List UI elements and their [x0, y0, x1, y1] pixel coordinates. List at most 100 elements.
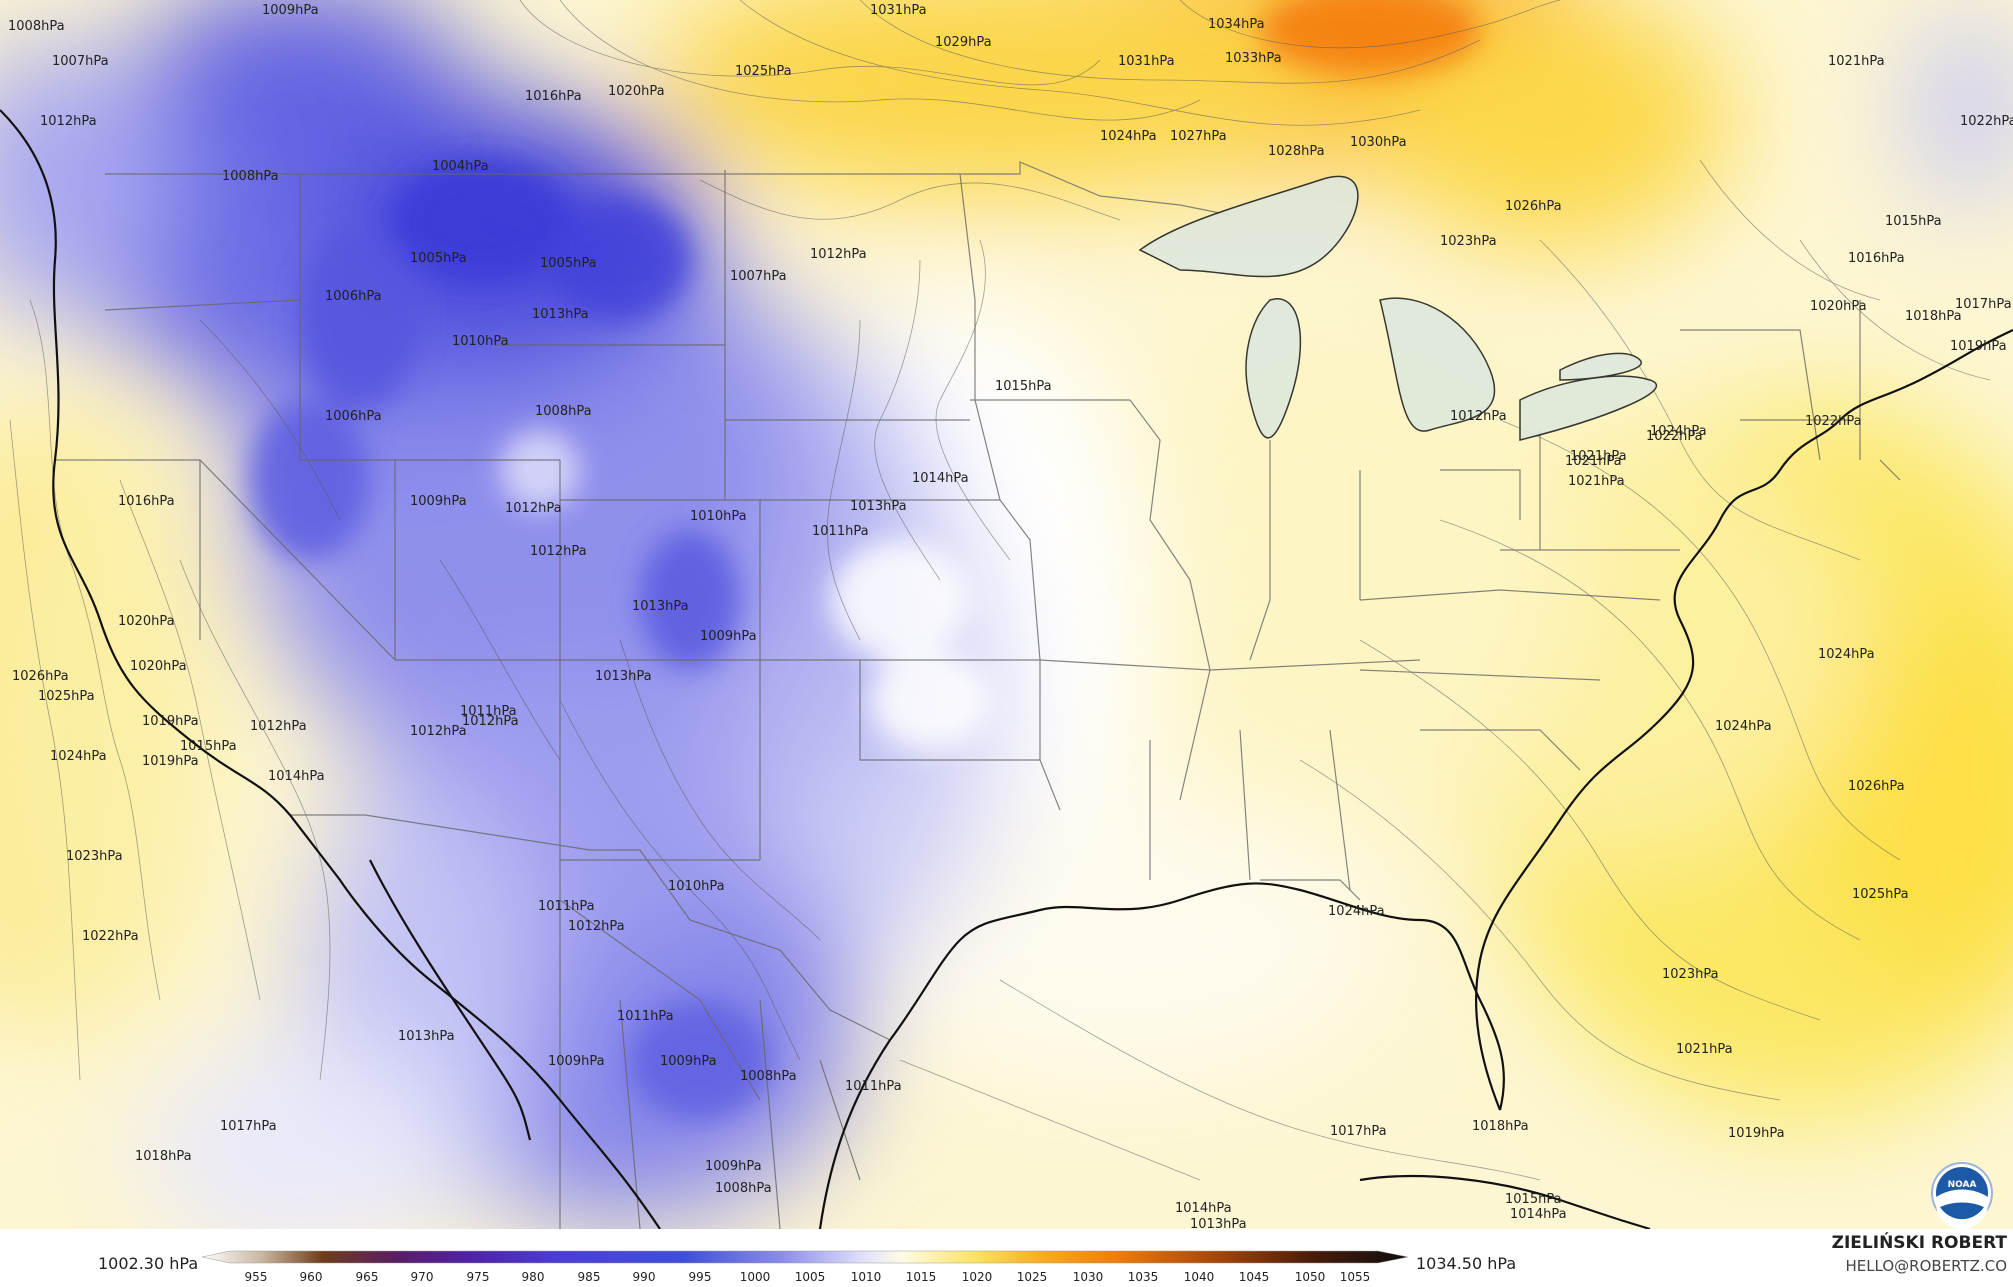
contour-label: 1016hPa — [1848, 251, 1905, 266]
contour-label: 1010hPa — [690, 509, 747, 524]
contour-label: 1009hPa — [410, 494, 467, 509]
contour-label: 1011hPa — [845, 1079, 902, 1094]
contour-label: 1014hPa — [1175, 1201, 1232, 1216]
contour-label: 1017hPa — [1330, 1124, 1387, 1139]
coastlines — [0, 109, 2013, 1229]
contour-label: 1020hPa — [1810, 299, 1867, 314]
political-borders — [55, 161, 1901, 1229]
legend-tick: 1035 — [1128, 1270, 1159, 1284]
contour-label: 1011hPa — [538, 899, 595, 914]
legend-tick: 1025 — [1017, 1270, 1048, 1284]
contour-label: 1014hPa — [1510, 1207, 1567, 1222]
legend-min-label: 1002.30 hPa — [98, 1254, 199, 1273]
contour-label: 1009hPa — [660, 1054, 717, 1069]
noaa-logo-icon: NOAA — [1931, 1162, 1993, 1229]
legend-tick: 955 — [245, 1270, 268, 1284]
contour-label: 1024hPa — [1328, 904, 1385, 919]
contour-label: 1026hPa — [1848, 779, 1905, 794]
contour-label: 1020hPa — [118, 614, 175, 629]
contour-label: 1008hPa — [740, 1069, 797, 1084]
contour-label: 1012hPa — [1450, 409, 1507, 424]
contour-label: 1015hPa — [1885, 214, 1942, 229]
contour-label: 1020hPa — [130, 659, 187, 674]
contour-label: 1011hPa — [617, 1009, 674, 1024]
contour-label: 1024hPa — [1650, 424, 1707, 439]
contour-label: 1012hPa — [250, 719, 307, 734]
contour-label: 1011hPa — [460, 704, 517, 719]
credit-email: HELLO@ROBERTZ.CO — [1845, 1257, 2007, 1275]
legend-tick: 1030 — [1073, 1270, 1104, 1284]
contour-label: 1011hPa — [812, 524, 869, 539]
contour-label: 1031hPa — [1118, 54, 1175, 69]
legend-tick: 990 — [633, 1270, 656, 1284]
legend-footer: 1002.30 hPa 955 — [0, 1229, 2013, 1287]
contour-label: 1024hPa — [1100, 129, 1157, 144]
legend-tick: 1040 — [1184, 1270, 1215, 1284]
contour-label: 1026hPa — [12, 669, 69, 684]
contour-label: 1012hPa — [410, 724, 467, 739]
contour-label: 1027hPa — [1170, 129, 1227, 144]
legend-max-label: 1034.50 hPa — [1416, 1254, 1517, 1273]
contour-label: 1016hPa — [525, 89, 582, 104]
contour-label: 1012hPa — [40, 114, 97, 129]
contour-label: 1010hPa — [452, 334, 509, 349]
contour-label: 1014hPa — [912, 471, 969, 486]
legend-tick: 985 — [578, 1270, 601, 1284]
contour-label: 1013hPa — [532, 307, 589, 322]
contour-label: 1012hPa — [568, 919, 625, 934]
contour-label: 1015hPa — [1505, 1192, 1562, 1207]
great-lakes — [1138, 175, 1658, 441]
legend-tick: 1005 — [795, 1270, 826, 1284]
contour-label: 1028hPa — [1268, 144, 1325, 159]
contour-label: 1018hPa — [1905, 309, 1962, 324]
pressure-field — [0, 0, 2013, 1229]
legend-tick: 1000 — [740, 1270, 771, 1284]
contour-label: 1009hPa — [705, 1159, 762, 1174]
contour-label: 1009hPa — [262, 3, 319, 18]
contour-label: 1019hPa — [142, 754, 199, 769]
contour-label: 1013hPa — [632, 599, 689, 614]
contour-label: 1012hPa — [462, 714, 519, 729]
legend-tick: 1020 — [962, 1270, 993, 1284]
contour-label: 1018hPa — [135, 1149, 192, 1164]
legend-tick: 995 — [689, 1270, 712, 1284]
legend-tick: 1055 — [1340, 1270, 1371, 1284]
legend-colorbar: 955 960 965 970 975 980 985 990 995 1000… — [201, 1250, 1409, 1284]
contour-label: 1026hPa — [1505, 199, 1562, 214]
contour-label: 1007hPa — [730, 269, 787, 284]
contour-label: 1020hPa — [608, 84, 665, 99]
contour-label: 1009hPa — [548, 1054, 605, 1069]
pressure-map: 1009hPa 1008hPa 1007hPa 1012hPa 1016hPa … — [0, 0, 2013, 1229]
contour-label: 1019hPa — [142, 714, 199, 729]
contour-label: 1025hPa — [38, 689, 95, 704]
legend-tick: 1015 — [906, 1270, 937, 1284]
contour-label: 1018hPa — [1472, 1119, 1529, 1134]
contour-label: 1015hPa — [180, 739, 237, 754]
contour-label: 1014hPa — [268, 769, 325, 784]
contour-label: 1006hPa — [325, 409, 382, 424]
contour-label: 1025hPa — [735, 64, 792, 79]
contour-label: 1024hPa — [1715, 719, 1772, 734]
contour-label: 1029hPa — [935, 35, 992, 50]
contour-label: 1013hPa — [1190, 1217, 1247, 1229]
contour-label: 1013hPa — [398, 1029, 455, 1044]
contour-labels: 1009hPa 1008hPa 1007hPa 1012hPa 1016hPa … — [8, 3, 2013, 1229]
legend-tick: 980 — [522, 1270, 545, 1284]
contour-label: 1021hPa — [1568, 474, 1625, 489]
contour-label: 1009hPa — [700, 629, 757, 644]
contour-label: 1012hPa — [810, 247, 867, 262]
contour-label: 1022hPa — [1960, 114, 2013, 129]
contour-label: 1010hPa — [668, 879, 725, 894]
contour-label: 1022hPa — [1805, 414, 1862, 429]
contour-label: 1022hPa — [1646, 429, 1703, 444]
contour-label: 1012hPa — [505, 501, 562, 516]
contour-label: 1015hPa — [995, 379, 1052, 394]
contour-label: 1019hPa — [1950, 339, 2007, 354]
legend-tick: 965 — [356, 1270, 379, 1284]
contour-label: 1005hPa — [410, 251, 467, 266]
contour-label: 1031hPa — [870, 3, 927, 18]
contour-label: 1006hPa — [325, 289, 382, 304]
noaa-logo-text: NOAA — [1948, 1180, 1977, 1190]
legend-tick: 960 — [300, 1270, 323, 1284]
legend-tick: 975 — [467, 1270, 490, 1284]
